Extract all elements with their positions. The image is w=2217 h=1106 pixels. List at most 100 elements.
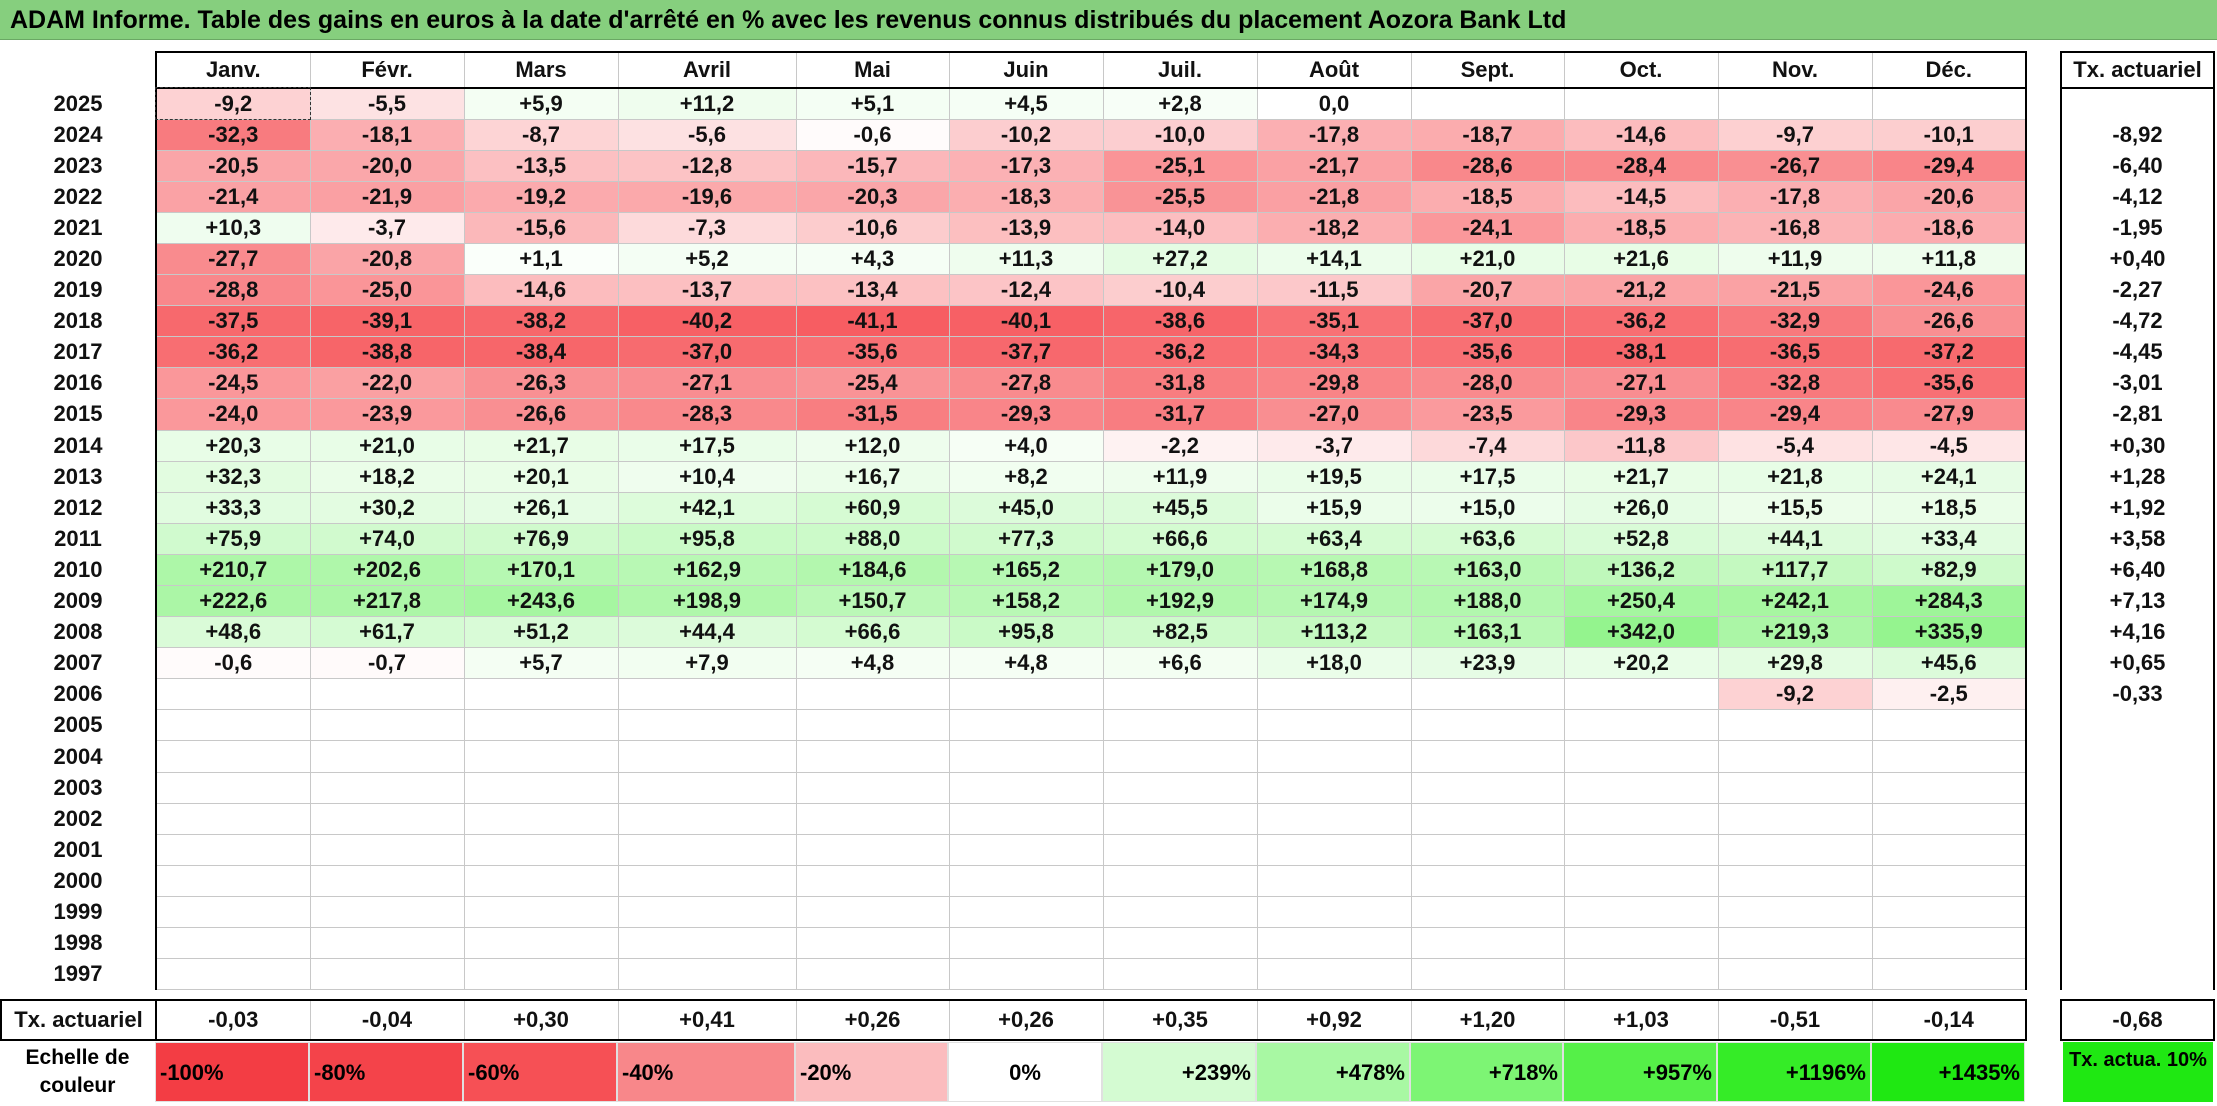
gain-cell[interactable]: -11,5: [1256, 274, 1412, 307]
gain-cell[interactable]: +48,6: [155, 616, 311, 649]
gain-cell[interactable]: -20,0: [309, 149, 465, 182]
gain-cell[interactable]: +242,1: [1717, 584, 1873, 618]
gain-cell[interactable]: +222,6: [155, 584, 311, 618]
gain-cell[interactable]: -5,5: [309, 87, 465, 120]
gain-cell[interactable]: -18,3: [948, 180, 1104, 213]
gain-cell[interactable]: -32,8: [1717, 367, 1873, 400]
gain-cell[interactable]: [1410, 87, 1565, 120]
gain-cell[interactable]: +27,2: [1102, 242, 1258, 276]
gain-cell[interactable]: +12,0: [795, 429, 950, 462]
gain-cell[interactable]: -10,4: [1102, 274, 1258, 307]
gain-cell[interactable]: [1410, 802, 1565, 835]
gain-cell[interactable]: -25,5: [1102, 180, 1258, 213]
gain-cell[interactable]: [155, 833, 311, 866]
gain-cell[interactable]: +163,1: [1410, 616, 1565, 649]
gain-cell[interactable]: [1717, 833, 1873, 866]
gain-cell[interactable]: [617, 740, 797, 773]
gain-cell[interactable]: +179,0: [1102, 553, 1258, 587]
gain-cell[interactable]: [795, 958, 950, 991]
gain-cell[interactable]: +17,5: [617, 429, 797, 462]
gain-cell[interactable]: [795, 740, 950, 773]
gain-cell[interactable]: [1871, 833, 2027, 866]
gain-cell[interactable]: -26,6: [1871, 305, 2027, 338]
gain-cell[interactable]: +162,9: [617, 553, 797, 587]
gain-cell[interactable]: +75,9: [155, 522, 311, 555]
gain-cell[interactable]: -38,4: [463, 336, 619, 369]
gain-cell[interactable]: +250,4: [1563, 584, 1719, 618]
gain-cell[interactable]: +1,1: [463, 242, 619, 276]
gain-cell[interactable]: -38,6: [1102, 305, 1258, 338]
gain-cell[interactable]: [795, 927, 950, 960]
gain-cell[interactable]: +136,2: [1563, 553, 1719, 587]
gain-cell[interactable]: +76,9: [463, 522, 619, 555]
gain-cell[interactable]: +168,8: [1256, 553, 1412, 587]
gain-cell[interactable]: -28,4: [1563, 149, 1719, 182]
gain-cell[interactable]: -36,2: [1563, 305, 1719, 338]
gain-cell[interactable]: [1256, 833, 1412, 866]
gain-cell[interactable]: [1717, 87, 1873, 120]
gain-cell[interactable]: -28,3: [617, 398, 797, 431]
gain-cell[interactable]: +219,3: [1717, 616, 1873, 649]
gain-cell[interactable]: +21,8: [1717, 460, 1873, 493]
gain-cell[interactable]: +5,7: [463, 647, 619, 680]
gain-cell[interactable]: [795, 895, 950, 929]
gain-cell[interactable]: +44,1: [1717, 522, 1873, 555]
gain-cell[interactable]: +18,5: [1871, 491, 2027, 524]
gain-cell[interactable]: +10,4: [617, 460, 797, 493]
gain-cell[interactable]: +210,7: [155, 553, 311, 587]
gain-cell[interactable]: -21,4: [155, 180, 311, 213]
gain-cell[interactable]: [1256, 740, 1412, 773]
gain-cell[interactable]: +11,2: [617, 87, 797, 120]
gain-cell[interactable]: [1410, 771, 1565, 804]
gain-cell[interactable]: -21,8: [1256, 180, 1412, 213]
gain-cell[interactable]: -9,2: [155, 86, 311, 121]
gain-cell[interactable]: [155, 927, 311, 960]
gain-cell[interactable]: +52,8: [1563, 522, 1719, 555]
gain-cell[interactable]: -12,4: [948, 274, 1104, 307]
gain-cell[interactable]: -35,6: [795, 336, 950, 369]
gain-cell[interactable]: +26,0: [1563, 491, 1719, 524]
gain-cell[interactable]: +20,3: [155, 429, 311, 462]
gain-cell[interactable]: +117,7: [1717, 553, 1873, 587]
gain-cell[interactable]: [155, 740, 311, 773]
gain-cell[interactable]: +5,2: [617, 242, 797, 276]
gain-cell[interactable]: [948, 833, 1104, 866]
gain-cell[interactable]: [617, 802, 797, 835]
gain-cell[interactable]: [309, 740, 465, 773]
gain-cell[interactable]: +11,9: [1102, 460, 1258, 493]
gain-cell[interactable]: -29,3: [948, 398, 1104, 431]
gain-cell[interactable]: [463, 958, 619, 991]
gain-cell[interactable]: [1102, 895, 1258, 929]
gain-cell[interactable]: -35,1: [1256, 305, 1412, 338]
gain-cell[interactable]: -3,7: [1256, 429, 1412, 462]
gain-cell[interactable]: [309, 678, 465, 711]
gain-cell[interactable]: +20,2: [1563, 647, 1719, 680]
gain-cell[interactable]: -27,8: [948, 367, 1104, 400]
gain-cell[interactable]: -18,5: [1410, 180, 1565, 213]
gain-cell[interactable]: -36,5: [1717, 336, 1873, 369]
gain-cell[interactable]: 0,0: [1256, 87, 1412, 120]
gain-cell[interactable]: +163,0: [1410, 553, 1565, 587]
gain-cell[interactable]: -10,1: [1871, 118, 2027, 151]
gain-cell[interactable]: -20,7: [1410, 274, 1565, 307]
gain-cell[interactable]: -38,1: [1563, 336, 1719, 369]
gain-cell[interactable]: [795, 678, 950, 711]
gain-cell[interactable]: +150,7: [795, 584, 950, 618]
gain-cell[interactable]: +4,0: [948, 429, 1104, 462]
gain-cell[interactable]: -21,2: [1563, 274, 1719, 307]
gain-cell[interactable]: -36,2: [1102, 336, 1258, 369]
gain-cell[interactable]: +170,1: [463, 553, 619, 587]
gain-cell[interactable]: [1717, 740, 1873, 773]
gain-cell[interactable]: [617, 678, 797, 711]
gain-cell[interactable]: +342,0: [1563, 616, 1719, 649]
gain-cell[interactable]: [1717, 958, 1873, 991]
gain-cell[interactable]: [1102, 678, 1258, 711]
gain-cell[interactable]: -21,9: [309, 180, 465, 213]
gain-cell[interactable]: [463, 740, 619, 773]
gain-cell[interactable]: [1871, 927, 2027, 960]
gain-cell[interactable]: -17,3: [948, 149, 1104, 182]
gain-cell[interactable]: [1410, 895, 1565, 929]
gain-cell[interactable]: +61,7: [309, 616, 465, 649]
gain-cell[interactable]: -27,9: [1871, 398, 2027, 431]
gain-cell[interactable]: [1410, 833, 1565, 866]
